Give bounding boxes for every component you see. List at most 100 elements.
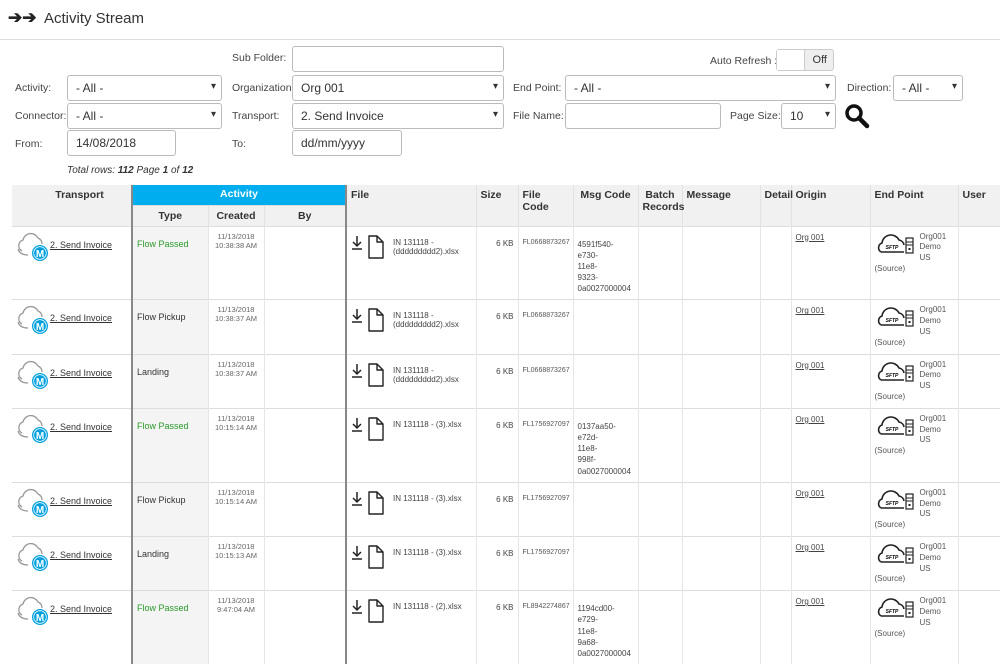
origin-link[interactable]: Org 001 xyxy=(795,360,825,370)
mule-cloud-icon: M xyxy=(17,232,48,261)
double-arrow-right-icon[interactable]: ➔➔ xyxy=(8,8,37,27)
direction-select[interactable]: - All - xyxy=(893,75,963,101)
created-by xyxy=(264,225,347,300)
download-icon[interactable] xyxy=(352,600,362,614)
transport-link[interactable]: 2. Send Invoice xyxy=(50,604,113,615)
activity-select[interactable]: - All - xyxy=(67,75,222,101)
table-row[interactable]: M 2. Send Invoice Landing 11/13/2018 10:15:… xyxy=(12,535,1000,591)
col-file-code[interactable]: File Code xyxy=(518,185,574,226)
transport-link[interactable]: 2. Send Invoice xyxy=(50,313,113,324)
organization-select[interactable]: Org 001 xyxy=(292,75,504,101)
transport-select[interactable]: 2. Send Invoice xyxy=(292,103,504,129)
download-icon[interactable] xyxy=(352,545,362,560)
col-msg-code[interactable]: Msg Code xyxy=(573,185,639,226)
col-file[interactable]: File xyxy=(346,185,477,226)
svg-text:SFTP: SFTP xyxy=(885,427,898,433)
transport-link[interactable]: 2. Send Invoice xyxy=(50,367,113,378)
table-row[interactable]: M 2. Send Invoice Landing 11/13/2018 10:38:… xyxy=(12,353,1000,409)
transport-link[interactable]: 2. Send Invoice xyxy=(50,495,113,506)
origin-link[interactable]: Org 001 xyxy=(795,597,825,607)
table-row[interactable]: M 2. Send Invoice Flow Pickup 11/13/2018 10… xyxy=(12,299,1000,355)
file-code: FL1756927097 xyxy=(518,535,574,591)
transport-label: Transport: xyxy=(232,110,280,122)
auto-refresh-label: Auto Refresh : xyxy=(710,55,778,67)
msg-code: 4591f540- e730- 11e8- 9323- 0a0027000004 xyxy=(573,225,639,300)
download-icon[interactable] xyxy=(352,363,362,378)
svg-text:M: M xyxy=(36,505,44,516)
detail xyxy=(760,225,792,300)
msg-code xyxy=(573,353,639,409)
origin-link[interactable]: Org 001 xyxy=(795,414,825,424)
activity-type: Flow Passed xyxy=(131,225,209,300)
batch-records xyxy=(638,353,683,409)
col-origin[interactable]: Origin xyxy=(791,185,871,226)
created-by xyxy=(264,353,347,409)
svg-text:M: M xyxy=(36,613,44,624)
col-message[interactable]: Message xyxy=(682,185,761,226)
table-row[interactable]: M 2. Send Invoice Flow Passed 11/13/2018 9:… xyxy=(12,590,1000,664)
download-icon[interactable] xyxy=(352,417,362,432)
svg-text:SFTP: SFTP xyxy=(885,609,898,615)
user xyxy=(958,353,1000,409)
col-size[interactable]: Size xyxy=(476,185,519,226)
file-code: FL0668873267 xyxy=(518,299,574,355)
transport-link[interactable]: 2. Send Invoice xyxy=(50,549,113,560)
download-icon[interactable] xyxy=(352,491,362,506)
col-type[interactable]: Type xyxy=(131,204,209,226)
sftp-cloud-icon: SFTP xyxy=(877,598,914,618)
end-point-select[interactable]: - All - xyxy=(565,75,836,101)
file-name: IN 131118 - (3).xlsx xyxy=(393,547,462,557)
search-icon[interactable] xyxy=(844,103,870,129)
download-icon[interactable] xyxy=(352,309,362,324)
activity-table: Transport Activity File Size File Code M… xyxy=(12,185,1000,664)
col-user[interactable]: User xyxy=(958,185,1000,226)
created-by xyxy=(264,481,347,537)
file-code: FL8942274867 xyxy=(518,590,574,664)
file-name: IN 131118 - (ddddddddd2).xlsx xyxy=(393,365,459,384)
file-size: 6 KB xyxy=(476,590,519,664)
pagination-summary: Total rows: 112 Page 1 of 12 xyxy=(67,165,194,176)
created-by xyxy=(264,590,347,664)
to-date-input[interactable]: dd/mm/yyyy xyxy=(292,130,402,156)
transport-link[interactable]: 2. Send Invoice xyxy=(50,239,113,250)
table-row[interactable]: M 2. Send Invoice Flow Pickup 11/13/2018 10… xyxy=(12,481,1000,537)
file-icon xyxy=(368,362,384,387)
col-activity: Activity xyxy=(131,185,347,205)
table-row[interactable]: M 2. Send Invoice Flow Passed 11/13/2018 10… xyxy=(12,407,1000,483)
origin-link[interactable]: Org 001 xyxy=(795,306,825,316)
svg-text:M: M xyxy=(36,249,44,260)
connector-select[interactable]: - All - xyxy=(67,103,222,129)
col-end-point[interactable]: End Point xyxy=(870,185,959,226)
col-batch-records[interactable]: Batch Records xyxy=(638,185,685,226)
file-size: 6 KB xyxy=(476,353,519,409)
end-point-name: Org001 Demo US (Source) xyxy=(874,231,947,273)
col-by[interactable]: By xyxy=(264,204,347,226)
origin-link[interactable]: Org 001 xyxy=(795,232,825,242)
col-detail[interactable]: Detail xyxy=(760,185,793,226)
msg-code: 0137aa50- e72d- 11e8- 998f- 0a0027000004 xyxy=(573,407,639,483)
col-transport[interactable]: Transport xyxy=(12,185,133,226)
transport-link[interactable]: 2. Send Invoice xyxy=(50,421,113,432)
col-created[interactable]: Created xyxy=(208,204,265,226)
download-icon[interactable] xyxy=(352,235,362,250)
created-time: 11/13/2018 10:15:14 AM xyxy=(208,481,265,537)
file-code: FL1756927097 xyxy=(518,481,574,537)
mule-cloud-icon: M xyxy=(17,414,48,443)
batch-records xyxy=(638,481,683,537)
file-name-input[interactable] xyxy=(565,103,721,129)
origin-link[interactable]: Org 001 xyxy=(795,488,825,498)
auto-refresh-toggle[interactable]: Off xyxy=(776,49,834,71)
activity-label: Activity: xyxy=(15,82,52,94)
end-point-name: Org001 Demo US (Source) xyxy=(874,305,947,347)
detail xyxy=(760,590,792,664)
from-date-input[interactable]: 14/08/2018 xyxy=(67,130,176,156)
table-row[interactable]: M 2. Send Invoice Flow Passed 11/13/2018 10… xyxy=(12,225,1000,300)
file-size: 6 KB xyxy=(476,481,519,537)
created-time: 11/13/2018 10:38:37 AM xyxy=(208,299,265,355)
created-by xyxy=(264,535,347,591)
page-size-select[interactable]: 10 xyxy=(781,103,836,129)
sub-folder-input[interactable] xyxy=(292,46,504,72)
to-label: To: xyxy=(232,138,247,150)
origin-link[interactable]: Org 001 xyxy=(795,542,825,552)
created-time: 11/13/2018 10:38:38 AM xyxy=(208,225,265,300)
